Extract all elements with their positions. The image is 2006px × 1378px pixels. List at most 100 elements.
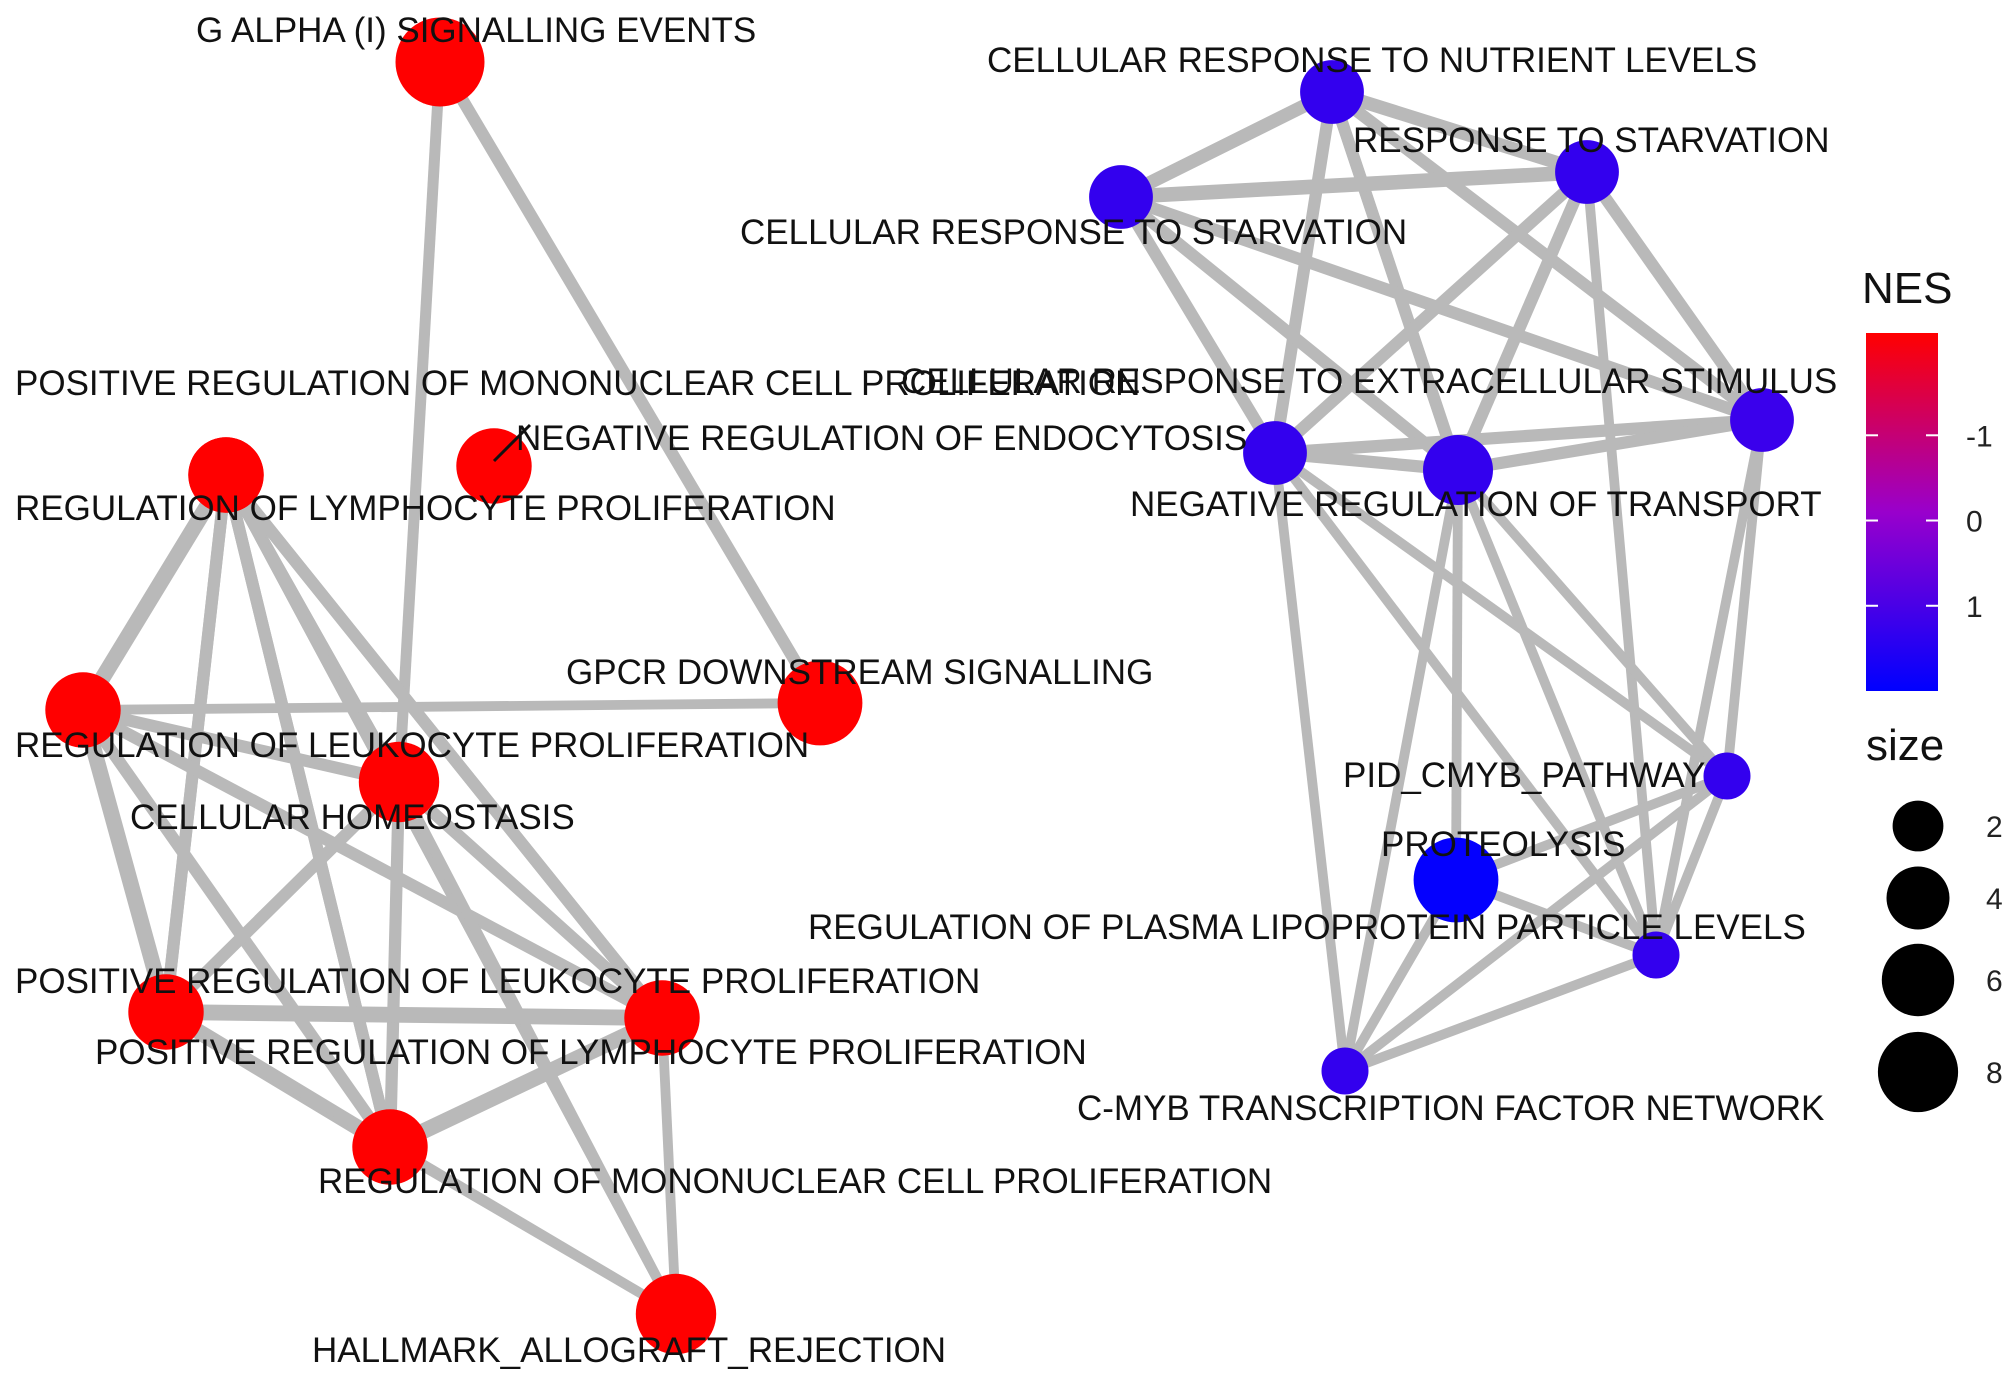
node-reg-lymph — [188, 437, 264, 513]
network-edge — [1115, 193, 1281, 457]
network-edge — [75, 707, 174, 1015]
node-ext-stim — [1730, 388, 1794, 452]
node-neg-endo — [456, 428, 532, 504]
network-edge — [81, 704, 401, 788]
node-cell-starv — [1089, 165, 1153, 229]
node-label-cmyb-path: PID_CMYB_PATHWAY — [1343, 756, 1705, 795]
network-edge — [1268, 91, 1339, 454]
network-edge — [1326, 90, 1464, 472]
node-label-allograft: HALLMARK_ALLOGRAFT_REJECTION — [312, 1331, 946, 1370]
network-edge — [1342, 772, 1730, 1075]
size-legend: size 2 4 6 8 — [1866, 721, 2003, 1113]
network-edge — [1270, 452, 1350, 1072]
node-allograft — [635, 1273, 717, 1355]
node-reg-leuk — [45, 672, 121, 748]
network-edge — [1271, 450, 1660, 958]
node-pos-leuk — [128, 974, 204, 1050]
network-edge — [1118, 86, 1335, 203]
network-node-labels: G ALPHA (I) SIGNALLING EVENTS POSITIVE RE… — [15, 11, 1837, 1370]
node-label-pos-lymph: POSITIVE REGULATION OF LYMPHOCYTE PROLIF… — [95, 1033, 1087, 1072]
node-lipo — [1632, 931, 1680, 979]
node-label-neg-transport: NEGATIVE REGULATION OF TRANSPORT — [1130, 485, 1822, 524]
node-label-pos-mono: POSITIVE REGULATION OF MONONUCLEAR CELL … — [15, 364, 1140, 403]
network-edge — [1452, 169, 1593, 473]
nes-tick-label: 0 — [1966, 506, 1983, 539]
network-edge — [1651, 419, 1767, 956]
network-edge — [165, 1004, 663, 1026]
node-cell-nutr — [1300, 60, 1364, 124]
network-edge — [1454, 466, 1731, 780]
size-legend-label: 2 — [1986, 811, 2003, 844]
network-edge — [1722, 419, 1767, 777]
network-edge — [1340, 469, 1463, 1072]
node-cell-homeo — [358, 741, 440, 823]
nes-tick-label: -1 — [1966, 420, 1993, 453]
node-label-reg-mono: REGULATION OF MONONUCLEAR CELL PROLIFERA… — [318, 1162, 1272, 1201]
network-edge — [1453, 468, 1661, 957]
node-gpcr — [777, 660, 863, 746]
node-label-neg-endo: NEGATIVE REGULATION OF ENDOCYTOSIS — [516, 419, 1247, 458]
node-proteolysis — [1413, 837, 1499, 923]
label-leader-line — [492, 423, 532, 463]
node-label-cell-extra: CELLULAR RESPONSE TO EXTRACELLULAR STIMU… — [901, 362, 1837, 401]
network-edge — [1274, 413, 1763, 460]
network-edge — [161, 777, 404, 1017]
nes-tick-label: 1 — [1966, 591, 1983, 624]
size-legend-title: size — [1866, 721, 1944, 770]
node-cmyb-net — [1321, 1047, 1369, 1095]
size-legend-label: 6 — [1986, 965, 2003, 998]
node-resp-starv — [1555, 140, 1619, 204]
network-edge — [1120, 164, 1588, 205]
node-label-gpcr: GPCR DOWNSTREAM SIGNALLING — [566, 653, 1153, 692]
network-edge — [1329, 85, 1590, 179]
nes-legend-title: NES — [1862, 264, 1952, 313]
network-edge — [1270, 167, 1592, 458]
network-edge — [1272, 449, 1730, 780]
node-reg-mono — [352, 1109, 428, 1185]
network-edge — [434, 58, 826, 707]
network-edge — [1451, 469, 1463, 881]
network-edge — [1343, 950, 1658, 1076]
network-edge — [383, 781, 406, 1148]
network-edge — [657, 1017, 681, 1315]
node-label-reg-lymph: REGULATION OF LYMPHOCYTE PROLIFERATION — [15, 489, 836, 528]
network-edge — [220, 473, 396, 1149]
network-edge — [1454, 771, 1729, 885]
size-legend-circle — [1892, 800, 1944, 852]
network-edge — [77, 471, 232, 714]
node-neg-transport — [1423, 435, 1493, 505]
node-cmyb-path — [1703, 752, 1751, 800]
node-label-lipo: REGULATION OF PLASMA LIPOPROTEIN PARTICL… — [808, 908, 1806, 947]
node-label-cell-nutr: CELLULAR RESPONSE TO NUTRIENT LEVELS — [987, 41, 1757, 80]
nes-color-legend: NES -1 0 1 — [1862, 264, 1993, 691]
node-label-galpha: G ALPHA (I) SIGNALLING EVENTS — [196, 11, 756, 50]
node-label-pos-leuk: POSITIVE REGULATION OF LEUKOCYTE PROLIFE… — [15, 962, 980, 1001]
network-edge — [394, 779, 681, 1317]
node-label-cell-starv: CELLULAR RESPONSE TO STARVATION — [740, 213, 1407, 252]
network-edge — [1582, 168, 1767, 424]
network-edge — [1118, 191, 1765, 426]
network-edge — [386, 1010, 666, 1155]
nes-color-bar — [1866, 333, 1938, 691]
network-edge — [82, 698, 821, 715]
node-label-proteolysis: PROTEOLYSIS — [1381, 825, 1625, 864]
network-nodes — [45, 17, 1794, 1355]
network-edge — [78, 706, 395, 1151]
node-label-cmyb-net: C-MYB TRANSCRIPTION FACTOR NETWORK — [1077, 1089, 1824, 1128]
network-edge — [394, 777, 667, 1023]
size-legend-circle — [1881, 943, 1955, 1017]
node-pos-lymph — [624, 980, 700, 1056]
size-legend-label: 8 — [1986, 1057, 2003, 1090]
network-edge — [80, 704, 665, 1024]
size-legend-circle — [1886, 866, 1950, 930]
network-edges — [75, 58, 1767, 1319]
network-edge — [1457, 413, 1763, 477]
size-legend-circle — [1877, 1031, 1959, 1113]
network-edge — [221, 471, 667, 1022]
network-edge — [1582, 171, 1661, 956]
size-legend-label: 4 — [1986, 883, 2003, 916]
network-edge — [387, 1142, 679, 1319]
network-edge — [1117, 192, 1462, 475]
node-label-resp-starv: RESPONSE TO STARVATION — [1353, 121, 1830, 160]
